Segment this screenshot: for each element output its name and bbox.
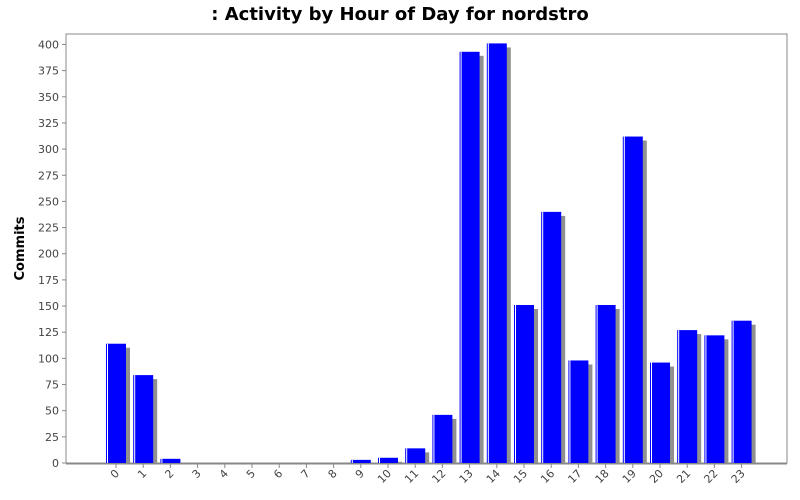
- bar-hour-11: [405, 448, 426, 463]
- bar-hour-17: [568, 360, 589, 463]
- bar-hour-9: [350, 459, 371, 463]
- bars: [106, 43, 756, 464]
- x-tick-label: 22: [701, 467, 720, 486]
- bar-hour-18: [595, 305, 616, 463]
- y-tick-label: 0: [52, 457, 59, 470]
- bar-hour-16: [541, 211, 562, 463]
- y-tick-label: 175: [38, 274, 59, 287]
- x-tick-label: 4: [217, 467, 231, 481]
- x-tick-label: 8: [326, 467, 340, 481]
- x-tick-label: 7: [298, 467, 312, 481]
- x-tick-label: 5: [244, 467, 258, 481]
- bar-hour-14: [486, 43, 507, 463]
- bar-hour-22: [704, 335, 725, 463]
- y-tick-label: 25: [45, 431, 59, 444]
- x-tick-label: 1: [135, 467, 149, 481]
- bar-hour-10: [378, 457, 398, 463]
- y-tick-label: 225: [38, 222, 59, 235]
- y-tick-label: 375: [38, 65, 59, 78]
- x-tick-label: 6: [271, 467, 285, 481]
- x-tick-label: 16: [538, 467, 557, 486]
- x-tick-label: 18: [593, 467, 612, 486]
- x-tick-label: 23: [729, 467, 748, 486]
- x-tick-label: 10: [375, 467, 394, 486]
- y-tick-label: 250: [38, 195, 59, 208]
- x-axis: 0 1 2 3 4 5 6 7 8 9 10 11 12 13 14 15 16 17 18 19 20 21 22 23: [108, 464, 748, 486]
- x-tick-label: 19: [620, 467, 639, 486]
- x-tick-label: 2: [162, 467, 176, 481]
- x-tick-label: 11: [402, 467, 421, 486]
- x-tick-label: 13: [457, 467, 476, 486]
- x-tick-label: 12: [429, 467, 448, 486]
- y-tick-label: 200: [38, 248, 59, 261]
- y-tick-label: 75: [45, 379, 59, 392]
- y-tick-label: 325: [38, 117, 59, 130]
- y-tick-label: 150: [38, 300, 59, 313]
- bar-hour-0: [106, 343, 126, 463]
- x-tick-label: 17: [565, 467, 584, 486]
- y-tick-label: 125: [38, 326, 59, 339]
- bar-hour-20: [650, 362, 670, 463]
- bar-hour-19: [622, 136, 643, 464]
- x-tick-label: 0: [108, 467, 122, 481]
- y-axis-label: Commits: [13, 216, 28, 280]
- x-tick-label: 9: [353, 467, 367, 481]
- y-tick-label: 400: [38, 38, 59, 51]
- y-axis: 0 25 50 75 100 125 150 175 200 225 250 275 300 325 350…: [38, 38, 66, 470]
- bar-hour-2: [160, 458, 181, 463]
- bar-hour-21: [677, 330, 698, 463]
- bar-hour-12: [432, 414, 453, 463]
- bar-hour-23: [731, 320, 752, 463]
- x-tick-label: 14: [484, 467, 503, 486]
- y-tick-label: 350: [38, 91, 59, 104]
- x-tick-label: 21: [674, 467, 693, 486]
- y-tick-label: 275: [38, 169, 59, 182]
- x-tick-label: 20: [647, 467, 666, 486]
- x-tick-label: 15: [511, 467, 530, 486]
- y-tick-label: 100: [38, 352, 59, 365]
- y-tick-label: 50: [45, 405, 59, 418]
- bar-hour-13: [459, 51, 480, 463]
- bar-hour-1: [133, 375, 154, 463]
- y-tick-label: 300: [38, 143, 59, 156]
- chart-title: : Activity by Hour of Day for nordstro: [211, 4, 589, 25]
- bar-hour-15: [514, 305, 534, 463]
- x-tick-label: 3: [190, 467, 204, 481]
